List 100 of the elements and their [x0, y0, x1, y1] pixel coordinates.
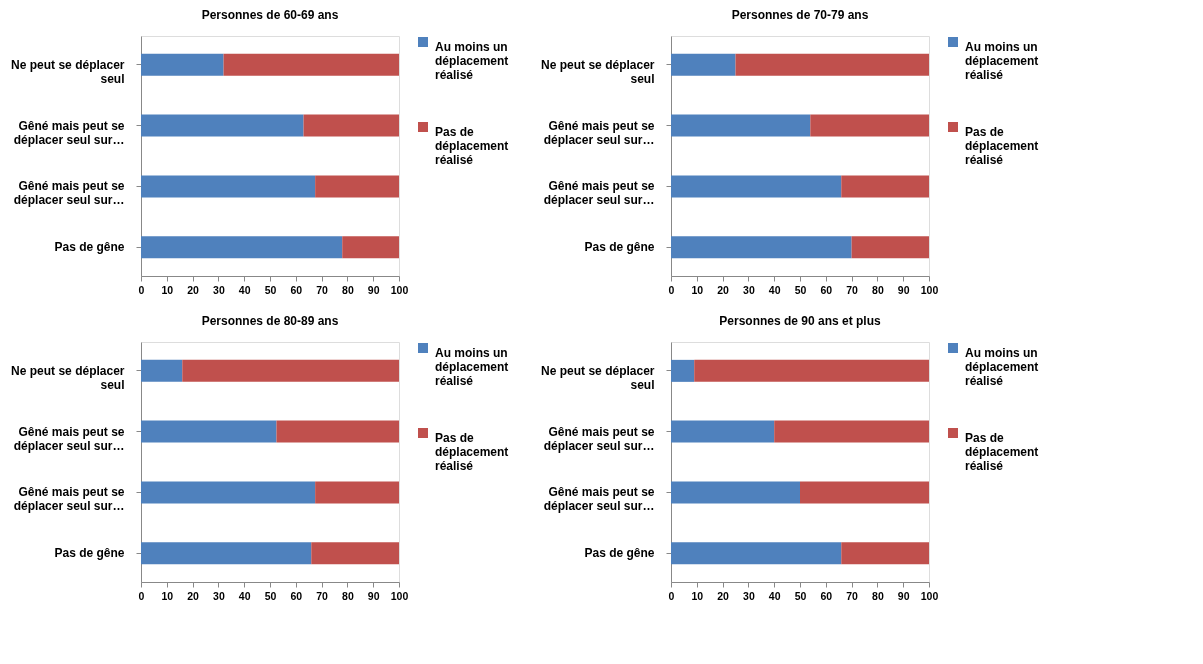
bar: [671, 236, 852, 259]
x-tick-label: 100: [920, 589, 939, 602]
chart-title: Personnes de 80-89 ans: [201, 314, 339, 328]
x-tick-label: 30: [213, 589, 225, 602]
bar: [671, 481, 800, 504]
legend-label: Au moins un déplacement réalisé: [965, 346, 1039, 388]
y-tick-label: Pas de gêne: [54, 240, 125, 255]
y-tick-label: Gêné mais peut se déplacer seul sur…: [543, 118, 655, 147]
y-tick-label: Gêné mais peut se déplacer seul sur…: [543, 179, 655, 208]
y-tick-label: Pas de gêne: [584, 546, 655, 561]
y-tick-label: Pas de gêne: [54, 546, 125, 561]
x-tick-label: 50: [264, 589, 277, 602]
x-tick-label: 60: [820, 283, 833, 296]
bar: [671, 420, 775, 443]
x-tick-label: 50: [794, 589, 807, 602]
x-tick-label: 60: [290, 283, 303, 296]
chart-title: Personnes de 60-69 ans: [201, 8, 339, 22]
bar: [315, 481, 399, 504]
y-tick-label: Gêné mais peut se déplacer seul sur…: [13, 485, 125, 514]
x-tick-label: 90: [897, 283, 910, 296]
y-tick-label: Gêné mais peut se déplacer seul sur…: [543, 424, 655, 453]
x-tick-label: 50: [264, 283, 277, 296]
bar: [141, 359, 183, 382]
y-tick-label: Gêné mais peut se déplacer seul sur…: [13, 118, 125, 147]
y-tick-label: Pas de gêne: [584, 240, 655, 255]
x-tick-label: 30: [213, 283, 225, 296]
x-tick-label: 90: [367, 589, 380, 602]
bar: [810, 114, 929, 137]
y-tick-label: Gêné mais peut se déplacer seul sur…: [13, 424, 125, 453]
y-tick-label: Ne peut se déplacer seul: [11, 363, 125, 392]
x-tick-label: 20: [187, 283, 200, 296]
bar: [342, 236, 399, 259]
bar: [141, 481, 316, 504]
x-tick-label: 10: [161, 283, 174, 296]
bar: [841, 175, 929, 198]
bar: [735, 53, 929, 76]
x-tick-label: 10: [161, 589, 174, 602]
legend-label: Pas de déplacement réalisé: [435, 125, 509, 167]
x-tick-label: 0: [668, 283, 675, 296]
legend-label: Pas de déplacement réalisé: [965, 125, 1039, 167]
y-tick-label: Ne peut se déplacer seul: [541, 363, 655, 392]
bar: [694, 359, 929, 382]
x-tick-label: 0: [138, 283, 145, 296]
bar: [303, 114, 399, 137]
bar: [671, 53, 736, 76]
chart-title: Personnes de 70-79 ans: [731, 8, 869, 22]
x-tick-label: 30: [743, 283, 755, 296]
legend-label: Au moins un déplacement réalisé: [435, 346, 509, 388]
y-tick-label: Gêné mais peut se déplacer seul sur…: [543, 485, 655, 514]
bar: [800, 481, 929, 504]
bar: [841, 542, 929, 565]
bar: [141, 542, 312, 565]
bar: [141, 236, 343, 259]
bar: [182, 359, 399, 382]
bar: [276, 420, 399, 443]
bar: [851, 236, 929, 259]
bar: [315, 175, 399, 198]
bar: [671, 542, 842, 565]
bar: [671, 359, 695, 382]
x-tick-label: 60: [820, 589, 833, 602]
x-tick-label: 0: [668, 589, 675, 602]
y-tick-label: Ne peut se déplacer seul: [541, 57, 655, 86]
x-tick-label: 70: [316, 283, 329, 296]
bar: [311, 542, 399, 565]
x-tick-label: 0: [138, 589, 145, 602]
x-tick-label: 90: [897, 589, 910, 602]
x-tick-label: 60: [290, 589, 303, 602]
x-tick-label: 10: [691, 283, 704, 296]
x-tick-label: 20: [187, 589, 200, 602]
x-tick-label: 90: [367, 283, 380, 296]
y-tick-label: Ne peut se déplacer seul: [11, 57, 125, 86]
x-tick-label: 40: [768, 283, 781, 296]
legend-label: Au moins un déplacement réalisé: [965, 40, 1039, 82]
x-tick-label: 30: [743, 589, 755, 602]
x-tick-label: 100: [920, 283, 939, 296]
x-tick-label: 70: [846, 283, 859, 296]
y-tick-label: Gêné mais peut se déplacer seul sur…: [13, 179, 125, 208]
bar: [141, 420, 277, 443]
x-tick-label: 10: [691, 589, 704, 602]
x-tick-label: 20: [717, 589, 730, 602]
x-tick-label: 20: [717, 283, 730, 296]
x-tick-label: 70: [846, 589, 859, 602]
x-tick-label: 80: [872, 283, 884, 296]
x-tick-label: 40: [238, 589, 251, 602]
x-tick-label: 100: [390, 283, 409, 296]
bar: [141, 53, 224, 76]
bar: [141, 175, 316, 198]
x-tick-label: 80: [342, 589, 354, 602]
x-tick-label: 70: [316, 589, 329, 602]
bar: [141, 114, 304, 137]
bar: [671, 175, 842, 198]
legend-label: Pas de déplacement réalisé: [965, 431, 1039, 473]
chart-title: Personnes de 90 ans et plus: [719, 314, 882, 328]
x-tick-label: 40: [238, 283, 251, 296]
legend-label: Pas de déplacement réalisé: [435, 431, 509, 473]
bar: [774, 420, 929, 443]
bar: [223, 53, 399, 76]
x-tick-label: 50: [794, 283, 807, 296]
x-tick-label: 100: [390, 589, 409, 602]
bar: [671, 114, 811, 137]
